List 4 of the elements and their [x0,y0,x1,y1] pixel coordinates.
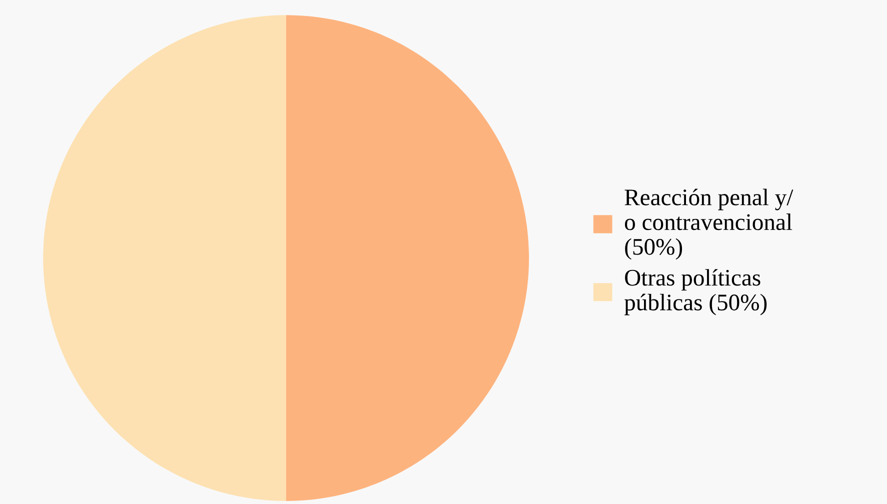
pie-slice [286,15,529,501]
pie-slice [43,15,286,501]
legend-label: Reacción penal y/ o contravencional (50%) [624,188,794,260]
legend-label: Otras políticas públicas (50%) [624,269,767,316]
